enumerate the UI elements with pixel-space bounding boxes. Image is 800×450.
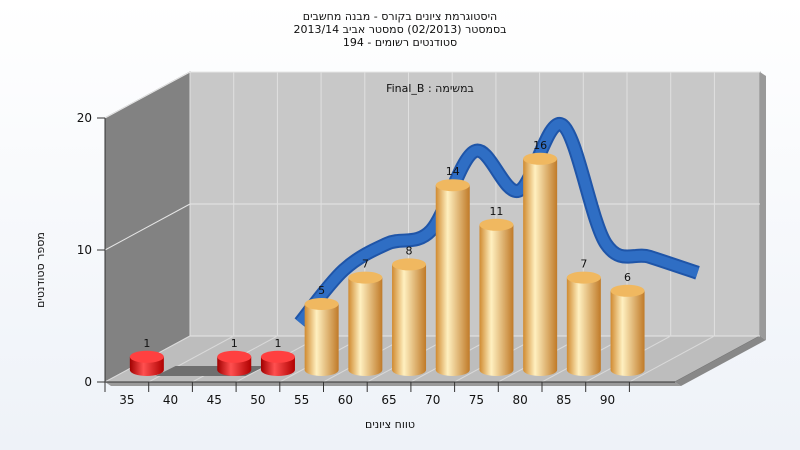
bar-value-label: 8 [406, 244, 413, 257]
x-tick-label: 65 [381, 393, 396, 407]
floor-right-edge [675, 336, 766, 386]
bar-value-label: 5 [318, 284, 325, 297]
bar [566, 271, 601, 376]
y-tick-label: 10 [77, 243, 92, 257]
bar [523, 152, 558, 376]
bar-value-label: 6 [624, 271, 631, 284]
x-tick-label: 85 [556, 393, 571, 407]
bar-top [260, 350, 295, 363]
chart-title: היסטוגרמת ציונים בקורס - מבנה מחשבים [302, 10, 498, 23]
x-tick-label: 60 [338, 393, 353, 407]
bar [129, 350, 164, 376]
bar-body [435, 185, 470, 376]
bar-value-label: 14 [446, 165, 460, 178]
bar-top [304, 298, 339, 310]
x-tick-label: 80 [513, 393, 528, 407]
x-tick-label: 70 [425, 393, 440, 407]
bar-value-label: 11 [489, 205, 503, 218]
bar-body [479, 224, 514, 376]
bar-body [348, 277, 383, 376]
bar-top [523, 152, 558, 165]
grid-line [104, 203, 191, 251]
distribution-curve [296, 119, 700, 326]
x-tick-label: 90 [600, 393, 615, 407]
bar-body [566, 277, 601, 376]
bar-value-label: 16 [533, 139, 547, 152]
bar-value-label: 7 [362, 258, 369, 271]
bar-body [523, 158, 558, 376]
bar [217, 350, 252, 376]
bar-top [566, 271, 601, 284]
bar [260, 350, 295, 376]
x-axis-label: טווח ציונים [365, 418, 415, 431]
chart-title-students: סטודנטים רשומים - 194 [342, 36, 458, 49]
chart-title-semester: בסמסטר (02/2013) סמסטר אביב 2013/14 [293, 23, 507, 36]
bar [304, 298, 339, 376]
bar [479, 218, 514, 376]
bar-top [217, 350, 252, 363]
bar-top [479, 218, 514, 231]
right-slab [760, 72, 766, 340]
bar-top [129, 350, 164, 363]
chart-subtitle: Final_B : במשימה [386, 82, 474, 95]
y-tick-label: 20 [77, 111, 92, 125]
x-tick-label: 55 [294, 393, 309, 407]
bar-value-label: 1 [231, 337, 238, 350]
bar [435, 179, 470, 376]
bar-body [610, 290, 645, 376]
floor-edge [105, 382, 681, 386]
bar-value-label: 7 [580, 258, 587, 271]
grid-line [629, 335, 715, 383]
bar-body [392, 264, 427, 376]
y-axis-label: מספר סטודנטים [34, 232, 47, 308]
bar [610, 284, 645, 376]
bar-value-label: 1 [274, 337, 281, 350]
bar-value-label: 1 [143, 337, 150, 350]
bar [392, 258, 427, 376]
x-tick-label: 40 [163, 393, 178, 407]
x-tick-label: 35 [119, 393, 134, 407]
bar-top [435, 179, 470, 192]
grid-line [104, 71, 191, 119]
y-tick-label: 0 [84, 375, 92, 389]
x-tick-label: 75 [469, 393, 484, 407]
bar-top [392, 258, 427, 271]
bar [348, 271, 383, 376]
x-tick-label: 45 [207, 393, 222, 407]
bar-top [348, 271, 383, 284]
bar-body [304, 304, 339, 376]
bar-top [610, 284, 645, 297]
x-tick-label: 50 [250, 393, 265, 407]
